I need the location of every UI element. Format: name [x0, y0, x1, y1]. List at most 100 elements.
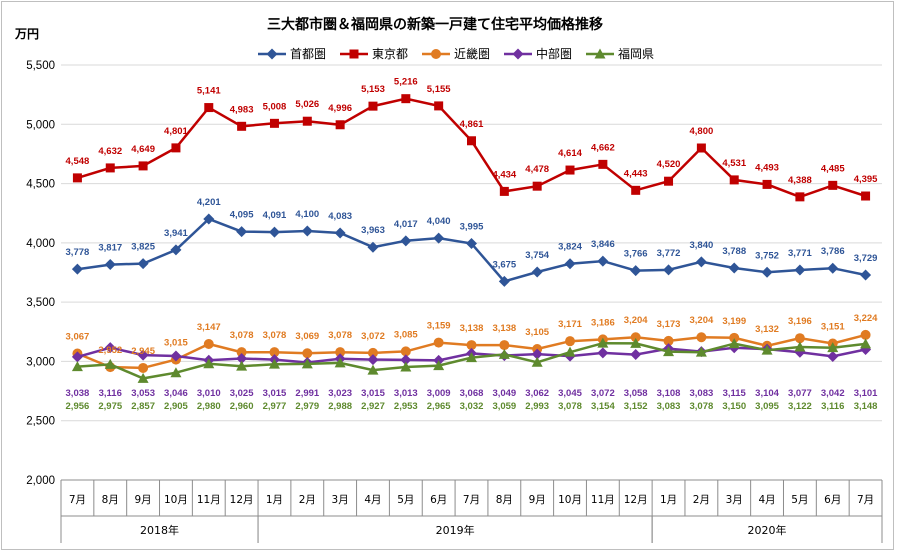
data-label: 3,199: [722, 316, 746, 327]
data-point: [860, 269, 872, 281]
data-point: [400, 235, 412, 247]
x-tick-label: 1月: [266, 494, 283, 506]
data-label: 4,083: [328, 211, 352, 222]
x-tick-label: 12月: [624, 494, 648, 506]
data-label: 4,632: [98, 146, 122, 157]
data-point: [71, 351, 83, 363]
data-point: [828, 180, 838, 190]
data-point: [301, 358, 313, 369]
data-point: [400, 361, 412, 372]
data-point: [794, 333, 805, 344]
x-tick-label: 2月: [299, 494, 316, 506]
data-point: [170, 244, 182, 256]
data-point: [499, 186, 509, 196]
data-label: 4,801: [164, 126, 188, 137]
data-point: [794, 341, 806, 352]
x-axis: 7月 8月 9月 10月 11月 12月 1月 2月 3月 4月 5月 6月 7月 8月 9月 10月 11月 1…: [60, 480, 883, 543]
data-label: 3,138: [460, 323, 484, 334]
data-label: 2,927: [361, 401, 385, 412]
data-point: [630, 265, 642, 277]
data-label: 3,078: [263, 330, 287, 341]
data-label: 4,614: [558, 148, 582, 159]
data-point: [105, 163, 115, 173]
data-point: [71, 361, 83, 372]
x-tick-label: 10月: [164, 494, 188, 506]
data-label: 3,846: [591, 239, 615, 250]
data-label: 3,115: [723, 388, 747, 399]
data-point: [630, 337, 642, 348]
data-label: 3,204: [689, 315, 713, 326]
data-point: [367, 241, 379, 253]
data-label: 3,032: [460, 401, 484, 412]
data-point: [762, 179, 772, 189]
legend-entry: 東京都: [372, 47, 408, 61]
y-tick-label: 5,500: [26, 60, 55, 72]
data-label: 4,485: [821, 163, 845, 174]
data-label: 4,095: [230, 210, 254, 221]
data-label: 5,141: [197, 86, 221, 97]
data-point: [334, 227, 346, 239]
x-tick-label: 1月: [660, 494, 677, 506]
data-label: 3,078: [558, 401, 582, 412]
data-label: 3,025: [230, 388, 254, 399]
legend-entry: 中部圏: [536, 46, 572, 61]
y-tick-label: 4,500: [26, 179, 55, 191]
x-tick-label: 7月: [463, 494, 480, 506]
data-point: [565, 336, 576, 347]
data-point: [203, 358, 215, 369]
data-label: 3,824: [558, 242, 582, 253]
data-label: 3,015: [361, 388, 385, 399]
data-point: [499, 340, 510, 351]
data-point: [71, 263, 83, 275]
data-label: 3,171: [558, 319, 582, 330]
data-label: 3,083: [689, 388, 713, 399]
data-point: [302, 116, 312, 126]
data-label: 3,204: [624, 315, 648, 326]
x-tick-label: 11月: [197, 494, 221, 506]
data-label: 3,729: [854, 253, 878, 264]
data-label: 3,772: [657, 248, 681, 259]
x-tick-label: 6月: [824, 494, 841, 506]
legend-marker: [266, 48, 278, 60]
data-label: 3,766: [624, 249, 648, 260]
x-tick-label: 9月: [529, 494, 546, 506]
data-label: 3,675: [492, 259, 516, 270]
data-point: [400, 346, 411, 357]
data-label: 3,078: [689, 401, 713, 412]
data-label: 3,132: [755, 324, 779, 335]
data-point: [170, 367, 182, 378]
data-label: 2,980: [197, 401, 221, 412]
data-label: 3,023: [328, 388, 352, 399]
data-point: [565, 165, 575, 175]
data-label: 4,662: [591, 142, 615, 153]
data-point: [695, 256, 707, 268]
data-label: 3,825: [131, 242, 155, 253]
data-label: 4,395: [854, 174, 878, 185]
x-tick-label: 10月: [558, 494, 582, 506]
data-label: 2,991: [295, 388, 319, 399]
data-label: 3,754: [525, 250, 549, 261]
data-point: [137, 258, 149, 270]
data-point: [433, 360, 445, 371]
data-point: [335, 347, 346, 358]
data-point: [138, 161, 148, 171]
data-point: [137, 349, 149, 361]
data-point: [664, 176, 674, 186]
year-group-label: 2019年: [436, 523, 475, 537]
data-point: [630, 332, 641, 343]
data-label: 3,105: [525, 327, 549, 338]
data-point: [236, 347, 247, 358]
data-label: 5,155: [427, 84, 451, 95]
data-label: 3,095: [755, 401, 779, 412]
data-point: [269, 118, 279, 128]
data-label: 3,045: [558, 388, 582, 399]
series-lines: [71, 94, 872, 383]
x-tick-label: 3月: [332, 494, 349, 506]
x-tick-label: 11月: [591, 494, 615, 506]
data-point: [761, 344, 773, 355]
data-point: [696, 332, 707, 343]
data-label: 2,965: [427, 401, 451, 412]
data-label: 3,077: [788, 388, 812, 399]
data-label: 3,941: [164, 228, 188, 239]
data-point: [268, 358, 280, 369]
